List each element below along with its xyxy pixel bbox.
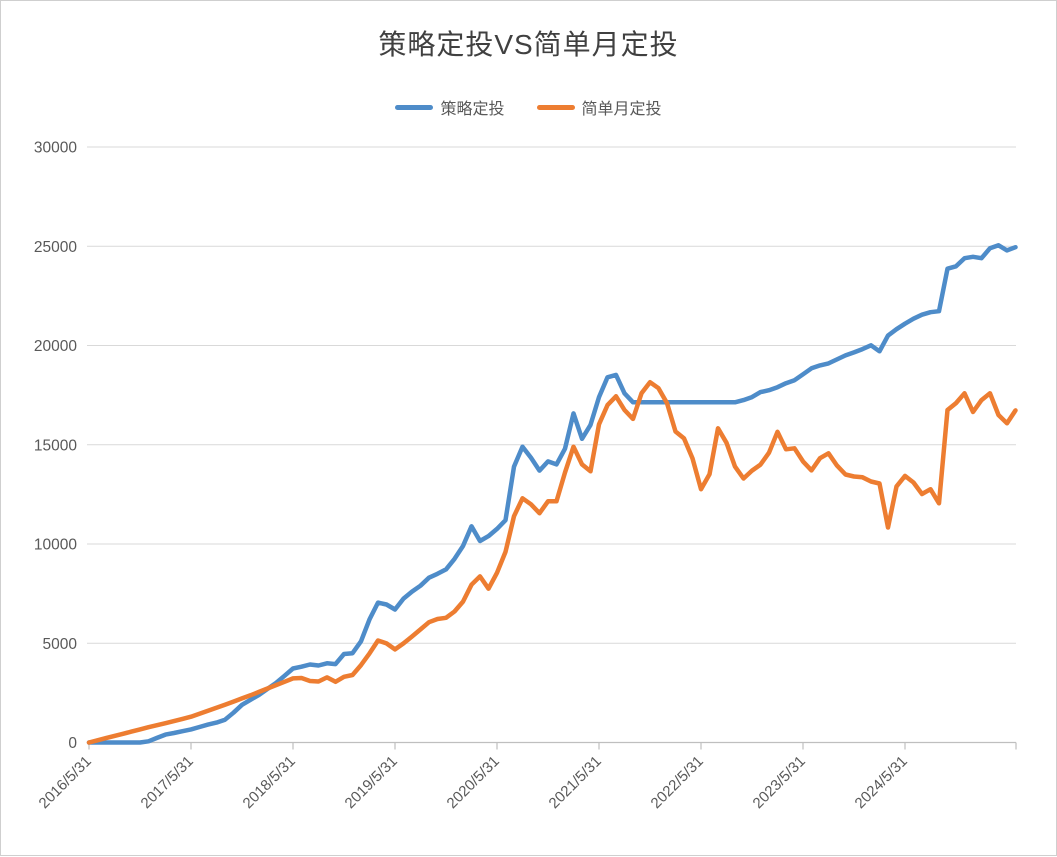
- chart-title: 策略定投VS简单月定投: [378, 29, 679, 60]
- x-axis-tick-label: 2018/5/31: [240, 753, 299, 812]
- strategy-line-swatch-icon: [395, 104, 434, 110]
- x-axis-tick-label: 2016/5/31: [36, 753, 95, 812]
- x-axis-tick-label: 2023/5/31: [750, 753, 809, 812]
- x-axis-tick-label: 2019/5/31: [342, 753, 401, 812]
- simple-line-swatch-icon: [536, 104, 575, 110]
- strategy-dca-line: [86, 243, 1018, 745]
- y-axis-tick-label: 20000: [34, 338, 77, 355]
- x-axis-tick-label: 2020/5/31: [444, 753, 503, 812]
- x-axis-tick-label: 2021/5/31: [546, 753, 605, 812]
- legend-label-simple: 简单月定投: [581, 101, 662, 118]
- y-axis-tick-label: 10000: [34, 537, 77, 554]
- x-axis-tick-label: 2017/5/31: [138, 753, 197, 812]
- legend-item-simple: 简单月定投: [536, 95, 662, 119]
- y-axis-tick-label: 0: [68, 735, 77, 752]
- y-axis-tick-label: 5000: [43, 636, 78, 653]
- x-axis-tick-label: 2022/5/31: [648, 753, 707, 812]
- y-axis-tick-label: 25000: [34, 239, 77, 256]
- simple-monthly-dca-line: [86, 379, 1018, 745]
- legend-label-strategy: 策略定投: [440, 101, 505, 118]
- legend: 策略定投 简单月定投: [1, 95, 1056, 119]
- y-axis-tick-label: 30000: [34, 140, 77, 157]
- legend-item-strategy: 策略定投: [395, 95, 505, 119]
- x-axis-tick-label: 2024/5/31: [852, 753, 911, 812]
- y-axis-tick-label: 15000: [34, 437, 77, 454]
